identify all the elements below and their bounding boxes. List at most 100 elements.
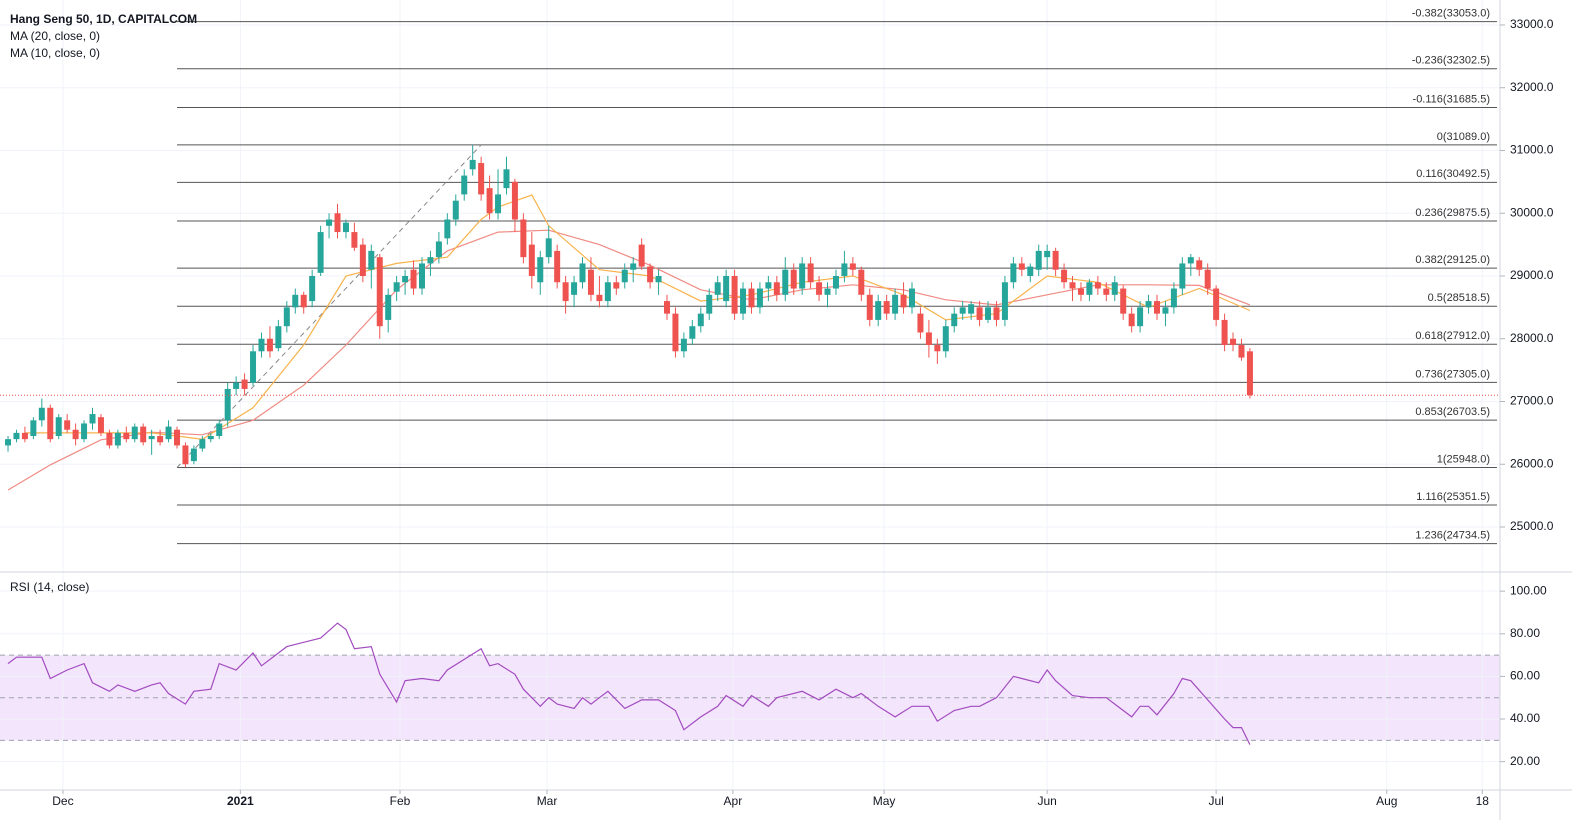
candle-body [1111,282,1118,295]
candle-body [875,301,882,320]
candle-body [1035,250,1042,270]
candle-body [959,307,966,314]
candle-body [47,407,54,440]
candle-body [427,257,434,264]
y-tick-label: 26000.0 [1510,456,1554,470]
candle-body [993,307,1000,320]
candle-body [216,423,223,437]
candle-body [1077,288,1084,295]
candle-body [731,275,738,314]
candle-body [469,159,476,170]
y-tick-label: 60.00 [1510,669,1540,683]
candle-body [672,313,679,352]
candle-body [224,388,231,421]
candle-body [545,238,552,258]
candle-body [418,263,425,289]
candle-body [1001,282,1008,320]
x-tick-label: Mar [537,794,558,808]
candle-body [883,301,890,314]
candle-body [114,432,121,446]
fib-label: 0.5(28518.5) [1428,292,1490,304]
candle-body [900,294,907,308]
candle-body [748,288,755,308]
candle-body [1094,282,1101,289]
candle-body [1069,282,1076,289]
candle-body [1238,345,1245,358]
candle-body [368,250,375,270]
candle-body [300,294,307,308]
candle-body [393,282,400,292]
candle-body [21,432,28,440]
candle-body [647,266,654,283]
candle-body [908,288,915,308]
candle-body [832,275,839,289]
y-tick-label: 32000.0 [1510,80,1554,94]
candle-body [317,232,324,273]
chart-title: Hang Seng 50, 1D, CAPITALCOM [10,12,197,26]
candle-body [1153,301,1160,314]
x-tick-label: 18 [1476,794,1490,808]
candle-body [740,288,747,314]
candle-body [1187,257,1194,264]
y-tick-label: 30000.0 [1510,205,1554,219]
candle-body [250,351,257,383]
fib-label: 0.236(29875.5) [1415,207,1490,219]
candle-body [756,288,763,308]
candle-body [571,282,578,295]
candle-body [925,332,932,346]
y-tick-label: 20.00 [1510,754,1540,768]
candle-body [461,175,468,195]
candle-body [72,429,79,440]
candle-body [1204,269,1211,289]
candle-body [30,420,37,437]
candle-body [81,423,88,440]
candle-body [849,263,856,270]
candle-body [64,420,71,430]
ma-line [7,229,1251,491]
candle-body [1179,263,1186,289]
candle-body [528,244,535,276]
fib-label: 1.236(24734.5) [1415,530,1490,542]
fib-label: -0.236(32302.5) [1412,55,1490,67]
candle-body [275,326,282,349]
fib-label: 0.736(27305.0) [1415,368,1490,380]
candle-body [706,294,713,314]
candle-body [663,301,670,314]
candle-body [816,282,823,295]
candle-body [587,269,594,295]
candle-body [1246,351,1253,396]
candle-body [824,288,831,295]
candle-body [190,448,197,462]
candle-body [342,222,349,233]
candle-body [680,338,687,352]
candle-body [444,219,451,239]
fib-label: 0.853(26703.5) [1415,406,1490,418]
candle-body [486,188,493,214]
candle-body [1103,288,1110,295]
candle-body [892,294,899,314]
candle-body [511,181,518,220]
candle-body [807,263,814,283]
rsi-line [7,622,1251,745]
candle-body [140,426,147,443]
x-tick-label: Apr [724,794,743,808]
candle-body [866,294,873,320]
candle-body [630,263,637,270]
y-tick-label: 100.00 [1510,583,1547,597]
fib-label: 0.116(30492.5) [1416,168,1490,180]
candle-body [258,338,265,352]
y-tick-label: 40.00 [1510,711,1540,725]
candle-body [173,429,180,446]
candle-body [402,275,409,283]
legend-entry: MA (20, close, 0) [10,29,100,43]
candle-body [613,282,620,289]
candle-body [266,338,273,352]
x-tick-label: Jun [1037,794,1056,808]
fib-label: 1(25948.0) [1437,453,1490,465]
ma-line [24,194,1251,440]
candle-body [520,219,527,258]
y-tick-label: 31000.0 [1510,143,1554,157]
candle-body [604,282,611,302]
x-tick-label: Dec [52,794,73,808]
candle-body [283,307,290,327]
